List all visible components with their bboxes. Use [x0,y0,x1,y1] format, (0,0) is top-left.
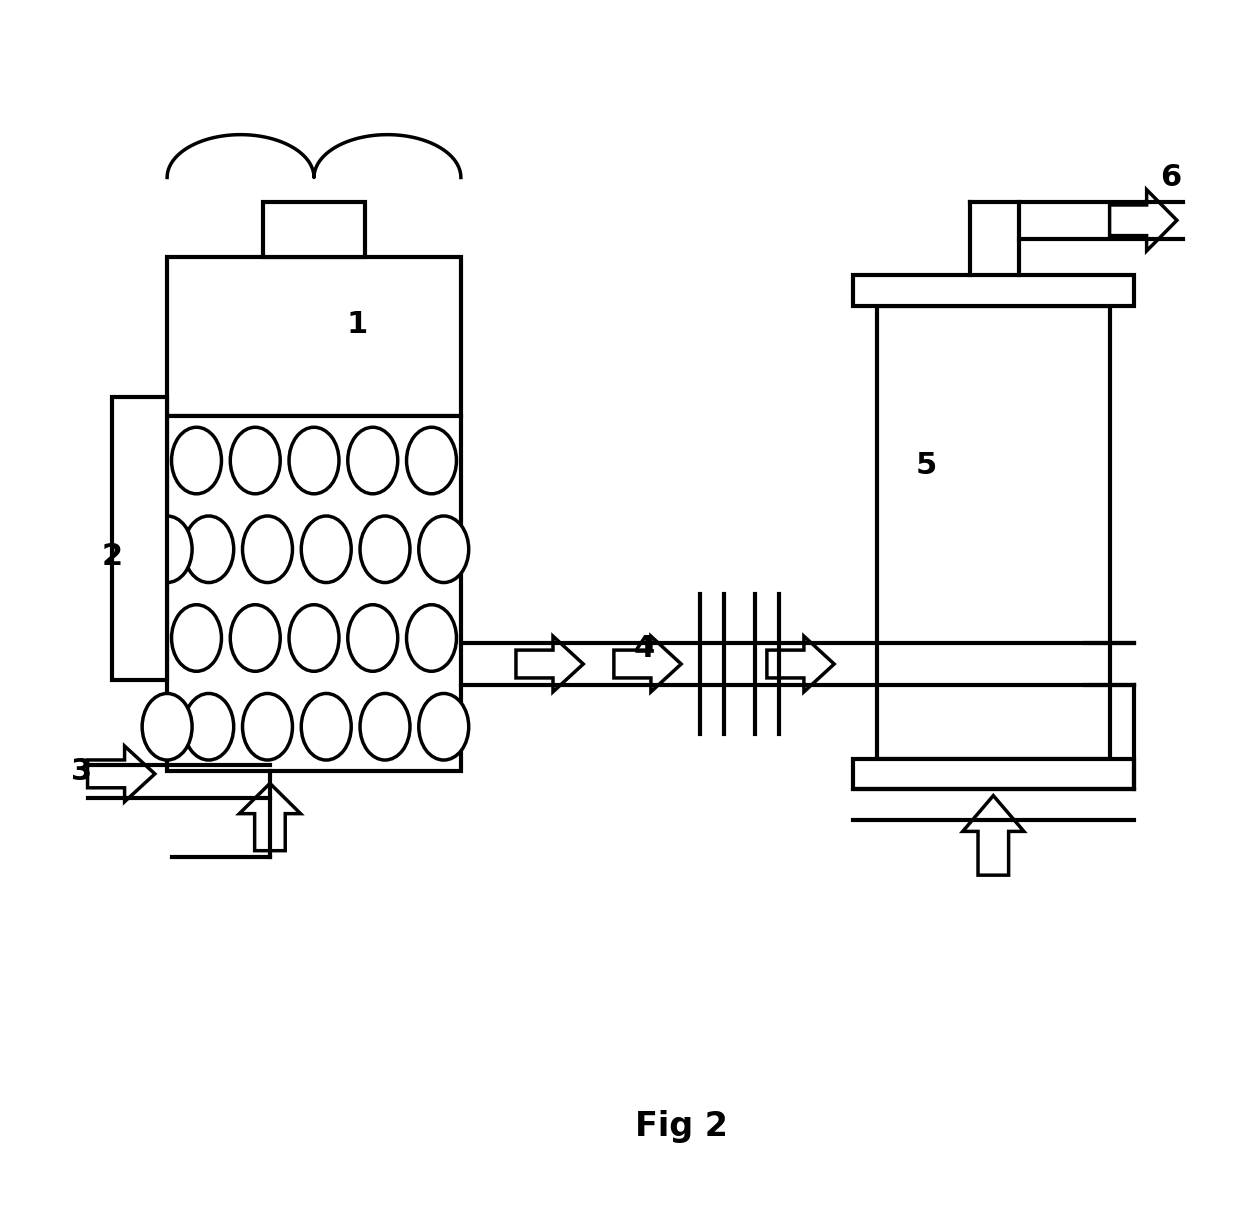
Ellipse shape [289,427,339,493]
Polygon shape [614,636,681,692]
Text: 2: 2 [102,542,123,572]
Ellipse shape [184,694,233,760]
Ellipse shape [143,517,192,583]
Bar [853,275,1135,306]
Text: 5: 5 [915,450,936,480]
Text: Fig 2: Fig 2 [635,1110,728,1142]
Bar [167,416,461,771]
Ellipse shape [171,605,222,671]
Ellipse shape [243,694,293,760]
Ellipse shape [243,517,293,583]
Ellipse shape [301,694,351,760]
Ellipse shape [184,517,233,583]
Ellipse shape [407,427,456,493]
Polygon shape [766,636,835,692]
Ellipse shape [347,605,398,671]
Text: 6: 6 [1161,163,1182,192]
Ellipse shape [289,605,339,671]
Polygon shape [1110,190,1177,251]
Polygon shape [239,783,300,851]
Ellipse shape [360,694,410,760]
Bar [263,202,366,257]
Polygon shape [516,636,583,692]
Ellipse shape [419,517,469,583]
Ellipse shape [347,427,398,493]
Ellipse shape [407,605,456,671]
Ellipse shape [231,427,280,493]
Ellipse shape [171,427,222,493]
Polygon shape [914,636,981,692]
Ellipse shape [143,694,192,760]
Ellipse shape [360,517,410,583]
Bar [112,397,167,681]
Ellipse shape [231,605,280,671]
Ellipse shape [301,517,351,583]
Polygon shape [962,796,1024,875]
Polygon shape [88,747,155,802]
Text: 4: 4 [634,634,655,663]
Text: 3: 3 [71,756,92,786]
Text: 1: 1 [346,310,367,339]
Bar [877,306,1110,759]
Bar [167,257,461,416]
Bar [853,759,1135,789]
Ellipse shape [419,694,469,760]
